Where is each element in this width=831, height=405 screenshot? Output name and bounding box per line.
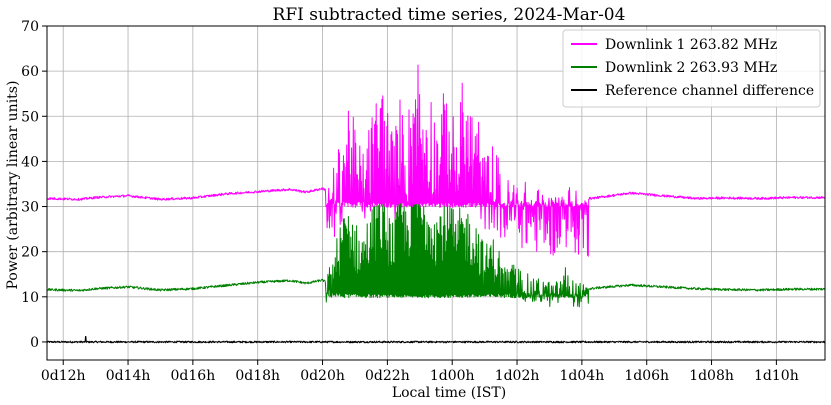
x-tick-label: 0d16h bbox=[171, 368, 216, 384]
y-tick-label: 70 bbox=[21, 19, 39, 35]
y-tick-label: 40 bbox=[21, 154, 39, 170]
x-tick-label: 1d04h bbox=[560, 368, 605, 384]
legend: Downlink 1 263.82 MHz Downlink 2 263.93 … bbox=[562, 29, 821, 108]
series-line-downlink-2 bbox=[46, 167, 826, 308]
legend-label-downlink-2: Downlink 2 263.93 MHz bbox=[605, 60, 777, 76]
y-tick-label: 30 bbox=[21, 200, 39, 216]
x-tick-label: 0d18h bbox=[235, 368, 280, 384]
plot-frame bbox=[46, 25, 826, 361]
y-tick-label: 20 bbox=[21, 245, 39, 261]
y-tick-label: 50 bbox=[21, 109, 39, 125]
x-tick-label: 1d10h bbox=[754, 368, 799, 384]
y-axis-label: Power (arbitrary linear units) bbox=[5, 81, 21, 290]
x-tick-label: 0d20h bbox=[300, 368, 345, 384]
x-tick-label: 1d08h bbox=[689, 368, 734, 384]
x-tick-label: 0d12h bbox=[41, 368, 86, 384]
axes: 0d12h 0d14h 0d16h 0d18h 0d20h 0d22h 1d00h 1d02h… bbox=[21, 19, 799, 384]
series-area bbox=[46, 64, 826, 344]
x-tick-label: 1d02h bbox=[495, 368, 540, 384]
x-tick-label: 0d22h bbox=[365, 368, 410, 384]
chart-title: RFI subtracted time series, 2024-Mar-04 bbox=[273, 5, 626, 25]
legend-label-reference: Reference channel difference bbox=[605, 83, 814, 99]
legend-label-downlink-1: Downlink 1 263.82 MHz bbox=[605, 37, 777, 53]
y-tick-label: 60 bbox=[21, 64, 39, 80]
x-tick-label: 1d06h bbox=[624, 368, 669, 384]
x-axis-label: Local time (IST) bbox=[392, 385, 506, 401]
y-tick-label: 0 bbox=[30, 335, 39, 351]
legend-box bbox=[562, 29, 821, 108]
x-tick-label: 1d00h bbox=[430, 368, 475, 384]
x-tick-label: 0d14h bbox=[106, 368, 151, 384]
series-line-downlink-1 bbox=[46, 64, 826, 257]
series-line-reference-difference bbox=[46, 336, 826, 344]
y-tick-label: 10 bbox=[21, 290, 39, 306]
